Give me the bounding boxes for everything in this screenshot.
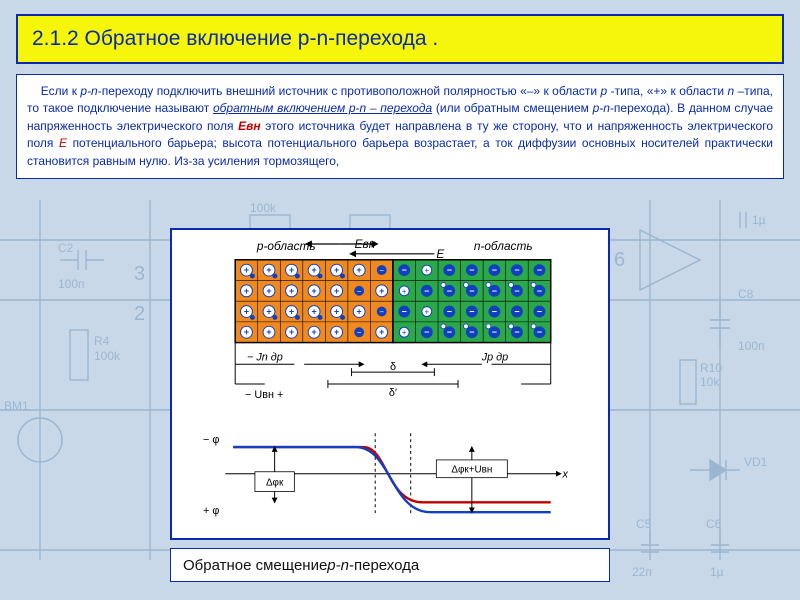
svg-text:C5: C5 [636, 517, 652, 531]
svg-text:+: + [244, 306, 249, 316]
title-text: 2.1.2 Обратное включение p-n-перехода . [32, 27, 438, 51]
svg-text:− Jn др: − Jn др [247, 351, 283, 363]
svg-text:−: − [469, 306, 474, 316]
svg-text:+: + [244, 265, 249, 275]
svg-text:δ: δ [390, 361, 396, 373]
svg-text:−: − [469, 265, 474, 275]
svg-text:−: − [514, 327, 519, 337]
svg-text:+: + [357, 306, 362, 316]
svg-text:−: − [402, 306, 407, 316]
svg-text:p-область: p-область [256, 239, 316, 253]
svg-text:+: + [334, 327, 339, 337]
svg-text:100п: 100п [58, 277, 85, 291]
svg-text:−: − [424, 327, 429, 337]
svg-text:C8: C8 [738, 287, 754, 301]
svg-text:1µ: 1µ [752, 213, 766, 227]
svg-text:δ′: δ′ [389, 387, 397, 399]
svg-text:−: − [492, 286, 497, 296]
svg-text:+: + [289, 306, 294, 316]
svg-text:3: 3 [134, 263, 145, 285]
svg-text:−: − [492, 327, 497, 337]
svg-text:−: − [379, 307, 384, 316]
svg-text:E: E [436, 247, 444, 261]
svg-text:− φ: − φ [203, 434, 219, 446]
svg-text:+: + [311, 286, 316, 296]
svg-text:+: + [424, 307, 429, 316]
svg-text:−: − [514, 286, 519, 296]
svg-text:−: − [492, 265, 497, 275]
term-reverse-bias: обратным включением p-n – перехода [213, 101, 432, 115]
svg-text:+: + [266, 327, 271, 337]
section-title: 2.1.2 Обратное включение p-n-перехода . [16, 14, 784, 64]
diagram-caption: Обратное смещение p-n-перехода [170, 548, 610, 582]
svg-text:−: − [424, 286, 429, 296]
svg-text:−: − [537, 327, 542, 337]
paragraph-box: Если к p-n-переходу подключить внешний и… [16, 74, 784, 179]
svg-text:+: + [357, 265, 362, 275]
svg-text:−: − [357, 287, 362, 296]
svg-text:+: + [244, 286, 249, 296]
svg-text:BM1: BM1 [4, 399, 29, 413]
svg-text:10k: 10k [700, 375, 720, 389]
svg-text:22п: 22п [632, 565, 652, 579]
pn-junction-diagram: p-областьn-областьEвнE++++++−+++++−+++++… [170, 228, 610, 540]
svg-text:R4: R4 [94, 334, 110, 348]
svg-text:100k: 100k [94, 349, 121, 363]
svg-text:+: + [379, 286, 384, 296]
svg-text:− Uвн +: − Uвн + [245, 389, 283, 401]
svg-text:100k: 100k [250, 201, 277, 215]
svg-text:+: + [424, 266, 429, 275]
svg-text:−: − [402, 265, 407, 275]
svg-text:100п: 100п [738, 339, 765, 353]
svg-text:−: − [469, 327, 474, 337]
svg-text:−: − [357, 328, 362, 337]
svg-text:R10: R10 [700, 361, 722, 375]
svg-text:1µ: 1µ [710, 565, 724, 579]
svg-text:6: 6 [614, 249, 625, 271]
svg-text:+: + [311, 265, 316, 275]
svg-text:2: 2 [134, 303, 145, 325]
svg-text:+ φ: + φ [203, 505, 219, 517]
svg-text:−: − [379, 266, 384, 275]
svg-text:Jp др: Jp др [481, 351, 508, 363]
svg-text:−: − [537, 265, 542, 275]
svg-text:+: + [334, 265, 339, 275]
svg-text:−: − [447, 306, 452, 316]
svg-text:+: + [289, 265, 294, 275]
svg-text:+: + [334, 286, 339, 296]
svg-text:−: − [514, 306, 519, 316]
svg-text:+: + [244, 327, 249, 337]
svg-text:−: − [447, 265, 452, 275]
svg-text:+: + [334, 306, 339, 316]
svg-text:−: − [447, 286, 452, 296]
svg-text:+: + [379, 327, 384, 337]
svg-text:+: + [266, 265, 271, 275]
svg-text:+: + [289, 286, 294, 296]
svg-text:VD1: VD1 [744, 455, 768, 469]
svg-text:−: − [447, 327, 452, 337]
svg-text:−: − [469, 286, 474, 296]
svg-text:Δφк+Uвн: Δφк+Uвн [451, 465, 492, 476]
svg-text:−: − [537, 306, 542, 316]
svg-text:−: − [537, 286, 542, 296]
svg-text:Δφк: Δφк [266, 478, 284, 489]
svg-text:+: + [266, 306, 271, 316]
svg-text:+: + [266, 286, 271, 296]
svg-text:−: − [492, 306, 497, 316]
svg-text:−: − [514, 265, 519, 275]
svg-text:x: x [562, 469, 569, 481]
svg-text:+: + [289, 327, 294, 337]
svg-text:+: + [311, 327, 316, 337]
svg-text:+: + [402, 287, 407, 296]
svg-text:C2: C2 [58, 241, 74, 255]
svg-text:C6: C6 [706, 517, 722, 531]
svg-text:+: + [402, 328, 407, 337]
svg-text:n-область: n-область [474, 239, 533, 253]
svg-text:+: + [311, 306, 316, 316]
